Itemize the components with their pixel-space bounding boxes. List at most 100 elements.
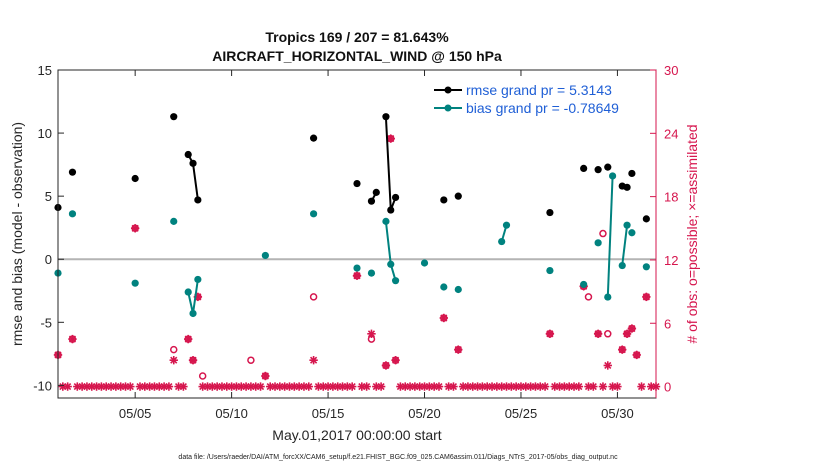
assimilated-marker-stroke xyxy=(184,335,192,343)
rmse-point xyxy=(131,174,139,183)
assimilated-marker-stroke xyxy=(546,330,554,338)
rmse-point xyxy=(170,113,178,121)
right-y-tick-label: 0 xyxy=(664,380,671,395)
rmse-point xyxy=(594,166,602,174)
bias-point xyxy=(261,251,269,260)
x-tick-label: 05/15 xyxy=(312,406,345,421)
zero-count-marker xyxy=(574,382,584,391)
assimilated-marker-stroke xyxy=(68,335,77,343)
bias-point xyxy=(420,259,429,267)
zero-count-marker xyxy=(126,382,135,391)
assimilated-count-marker xyxy=(184,334,193,344)
rmse-point xyxy=(628,169,636,178)
assimilated-marker-stroke xyxy=(618,346,626,354)
assimilated-count-marker xyxy=(169,355,178,365)
assimilated-marker-stroke xyxy=(642,293,650,301)
y-tick-label: 15 xyxy=(38,63,52,78)
rmse-point xyxy=(382,113,390,121)
possible-count-marker xyxy=(599,229,607,238)
assimilated-count-marker xyxy=(622,329,632,339)
assimilated-count-marker xyxy=(130,224,140,233)
assimilated-count-marker xyxy=(632,350,641,360)
x-tick-label: 05/10 xyxy=(215,406,248,421)
assimilated-count-marker xyxy=(454,345,463,354)
rmse-point xyxy=(189,159,197,167)
assimilated-marker-stroke xyxy=(179,382,187,391)
bias-point xyxy=(131,279,139,287)
bias-point xyxy=(642,263,650,271)
possible-count-marker xyxy=(198,372,207,380)
rmse-point xyxy=(184,150,192,159)
rmse-point xyxy=(391,193,400,202)
assimilated-count-marker xyxy=(439,313,449,323)
assimilated-marker-stroke xyxy=(391,356,400,364)
bias-point xyxy=(604,293,612,301)
bias-point xyxy=(68,210,77,218)
possible-count-marker xyxy=(584,293,593,301)
bias-point xyxy=(387,260,395,268)
right-y-tick-label: 30 xyxy=(664,63,678,78)
bias-point xyxy=(502,221,511,229)
assimilated-marker-stroke xyxy=(541,382,549,391)
legend-bias-label: bias grand pr = -0.78649 xyxy=(466,100,619,116)
rmse-point xyxy=(623,183,631,191)
bias-point xyxy=(454,285,462,294)
assimilated-count-marker xyxy=(68,334,77,344)
right-y-tick-label: 18 xyxy=(664,190,678,205)
rmse-point xyxy=(367,197,376,205)
assimilated-marker-stroke xyxy=(348,382,356,391)
zero-count-marker xyxy=(637,382,646,391)
rmse-point xyxy=(642,215,650,223)
assimilated-marker-stroke xyxy=(387,135,395,143)
bias-line-segment xyxy=(187,279,199,314)
assimilated-count-marker xyxy=(352,271,362,280)
assimilated-marker-stroke xyxy=(131,224,139,232)
assimilated-marker-stroke xyxy=(454,346,462,354)
assimilated-marker-stroke xyxy=(382,361,390,370)
bias-point xyxy=(618,261,626,270)
zero-count-marker xyxy=(434,382,444,391)
y-tick-label: 10 xyxy=(38,126,52,141)
assimilated-count-marker xyxy=(545,329,555,339)
assimilated-count-marker xyxy=(642,292,651,302)
y-tick-label: -5 xyxy=(40,315,52,330)
bias-point xyxy=(498,237,506,246)
rmse-point xyxy=(454,192,462,200)
assimilated-marker-stroke xyxy=(310,356,318,364)
bias-line-segment xyxy=(606,175,614,298)
zero-count-marker xyxy=(598,382,608,391)
x-tick-label: 05/20 xyxy=(408,406,441,421)
bias-point xyxy=(580,280,588,289)
bias-point xyxy=(628,229,636,237)
zero-count-marker xyxy=(347,382,357,391)
rmse-point xyxy=(387,206,395,214)
bias-line-segment xyxy=(621,225,629,266)
assimilated-count-marker xyxy=(381,361,391,370)
bias-point xyxy=(189,309,197,318)
legend-bias-marker xyxy=(444,104,452,112)
bias-point xyxy=(546,266,554,275)
assimilated-count-marker xyxy=(627,324,637,333)
assimilated-marker-stroke xyxy=(353,272,361,280)
legend: rmse grand pr = 5.3143 bias grand pr = -… xyxy=(428,76,652,120)
bias-point xyxy=(309,210,318,218)
right-axis-label: # of obs: o=possible; ×=assimilated xyxy=(684,124,700,343)
bias-point xyxy=(623,221,631,229)
y-tick-label: 0 xyxy=(45,252,52,267)
assimilated-count-marker xyxy=(391,355,400,365)
assimilated-marker-stroke xyxy=(575,382,583,391)
bias-point xyxy=(594,239,602,247)
bias-point xyxy=(382,217,390,225)
assimilated-marker-stroke xyxy=(623,330,631,338)
assimilated-marker-stroke xyxy=(363,382,371,391)
bias-point xyxy=(184,288,192,296)
possible-count-marker xyxy=(247,356,255,364)
assimilated-marker-stroke xyxy=(449,382,458,391)
y-tick-label: -10 xyxy=(33,378,52,393)
legend-rmse-marker xyxy=(444,86,452,94)
zero-count-marker xyxy=(179,382,188,391)
assimilated-marker-stroke xyxy=(589,382,597,391)
possible-count-marker xyxy=(604,330,612,338)
x-tick-label: 05/25 xyxy=(505,406,538,421)
